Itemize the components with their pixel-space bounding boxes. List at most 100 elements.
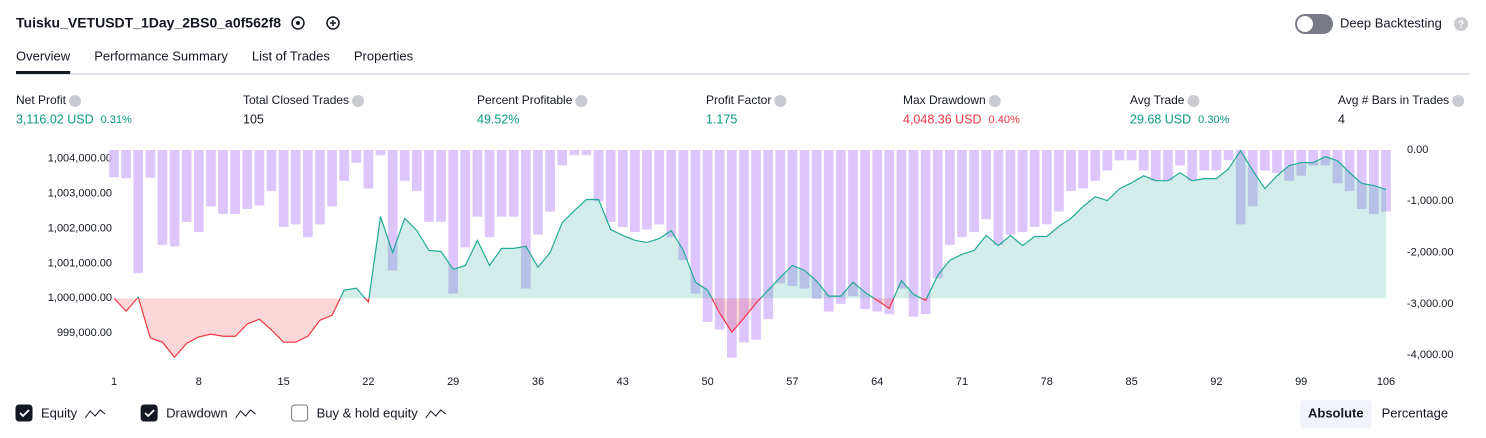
metric-percent: 0.40% — [989, 114, 1020, 126]
x-tick-label: 99 — [1295, 376, 1307, 388]
drawdown-bar — [1114, 150, 1125, 161]
legend-icon — [84, 409, 106, 419]
tab[interactable]: Performance Summary — [94, 48, 228, 63]
metric-label: Avg Trade — [1130, 93, 1185, 107]
y-tick-label: 1,003,000.00 — [48, 188, 112, 200]
metric-percent: 0.31% — [101, 114, 132, 126]
drawdown-bar — [799, 150, 810, 289]
drawdown-bar — [1369, 150, 1379, 215]
drawdown-bar — [254, 150, 265, 206]
drawdown-bar — [726, 150, 737, 358]
drawdown-bar — [206, 150, 216, 207]
drawdown-bar — [484, 150, 495, 238]
drawdown-bar — [181, 150, 192, 222]
drawdown-bar — [230, 150, 240, 215]
drawdown-bar — [1029, 150, 1040, 227]
drawdown-bar — [1138, 150, 1149, 171]
drawdown-bar — [872, 150, 883, 312]
drawdown-bar — [1187, 150, 1198, 181]
y-tick-label: 1,001,000.00 — [48, 257, 112, 269]
drawdown-bar — [315, 150, 325, 225]
info-icon[interactable] — [69, 95, 82, 107]
drawdown-bar — [472, 150, 483, 217]
drawdown-bar — [1150, 150, 1161, 181]
drawdown-bar — [811, 150, 822, 299]
drawdown-bar — [1308, 150, 1319, 166]
drawdown-bar — [593, 150, 604, 202]
drawdown-bar — [654, 150, 664, 225]
x-tick-label: 43 — [617, 376, 629, 388]
equity-fill-positive — [137, 150, 1386, 299]
drawdown-bar — [1041, 150, 1052, 225]
drawdown-bar — [1126, 150, 1137, 161]
drawdown-bar — [290, 150, 301, 225]
drawdown-bar — [1332, 150, 1343, 184]
drawdown-bar — [848, 150, 858, 297]
drawdown-bar — [1381, 150, 1391, 212]
tab[interactable]: List of Trades — [252, 48, 331, 63]
drawdown-bar — [787, 150, 798, 286]
drawdown-bar — [884, 150, 895, 315]
drawdown-bar — [957, 150, 967, 238]
drawdown-bar — [908, 150, 919, 317]
drawdown-bar — [387, 150, 398, 271]
drawdown-bar — [448, 150, 459, 294]
help-icon[interactable]: ? — [1454, 17, 1468, 31]
drawdown-bar — [1017, 150, 1028, 233]
drawdown-bar — [666, 150, 677, 238]
metric-label: Avg # Bars in Trades — [1338, 93, 1449, 107]
info-icon[interactable] — [988, 95, 1001, 107]
drawdown-bar — [860, 150, 870, 310]
checkbox[interactable] — [15, 404, 33, 422]
drawdown-bar — [581, 150, 592, 156]
equity-line-negative — [113, 298, 928, 359]
x-tick-label: 85 — [1125, 376, 1137, 388]
drawdown-bar — [1260, 150, 1270, 171]
x-tick-label: 1 — [111, 376, 117, 388]
svg-text:?: ? — [1458, 20, 1464, 31]
drawdown-bar — [751, 150, 761, 340]
tab[interactable]: Properties — [354, 48, 414, 63]
legend-label: Equity — [41, 405, 78, 420]
add-alert-icon[interactable] — [326, 16, 340, 30]
deep-backtesting-toggle[interactable] — [1295, 14, 1333, 34]
view-button[interactable] — [1300, 400, 1372, 428]
y-tick-label: 1,000,000.00 — [48, 292, 112, 304]
x-tick-label: 71 — [956, 376, 968, 388]
drawdown-bar — [569, 150, 580, 156]
metric-value: 1.175 — [706, 112, 737, 126]
legend-icon — [425, 409, 447, 419]
legend-icon — [235, 409, 256, 419]
x-tick-label: 15 — [277, 376, 289, 388]
drawdown-bar — [412, 150, 422, 192]
drawdown-bar — [1247, 150, 1258, 207]
info-icon[interactable] — [774, 95, 787, 107]
tab[interactable]: Overview — [16, 48, 71, 63]
drawdown-bar — [533, 150, 543, 235]
settings-icon[interactable] — [291, 16, 305, 30]
x-tick-label: 64 — [871, 376, 883, 388]
info-icon[interactable] — [575, 95, 588, 107]
checkbox[interactable] — [140, 404, 158, 422]
drawdown-bar — [133, 150, 144, 274]
drawdown-bar — [1005, 150, 1016, 235]
info-icon[interactable] — [1452, 95, 1465, 107]
y2-tick-label: 0.00 — [1407, 144, 1428, 156]
drawdown-bar — [218, 150, 228, 215]
drawdown-bar — [169, 150, 180, 247]
drawdown-bar — [157, 150, 168, 245]
drawdown-bar — [1235, 150, 1246, 225]
info-icon[interactable] — [352, 95, 365, 107]
drawdown-bar — [351, 150, 362, 163]
metric-value: 4 — [1338, 112, 1345, 126]
drawdown-bar — [1344, 150, 1355, 192]
drawdown-bar — [1078, 150, 1088, 189]
drawdown-bar — [1102, 150, 1113, 171]
equity-line — [114, 149, 1387, 299]
checkbox[interactable] — [291, 404, 309, 422]
drawdown-bar — [763, 150, 774, 320]
info-icon[interactable] — [1187, 95, 1200, 107]
y2-tick-label: -1,000.00 — [1407, 195, 1453, 207]
